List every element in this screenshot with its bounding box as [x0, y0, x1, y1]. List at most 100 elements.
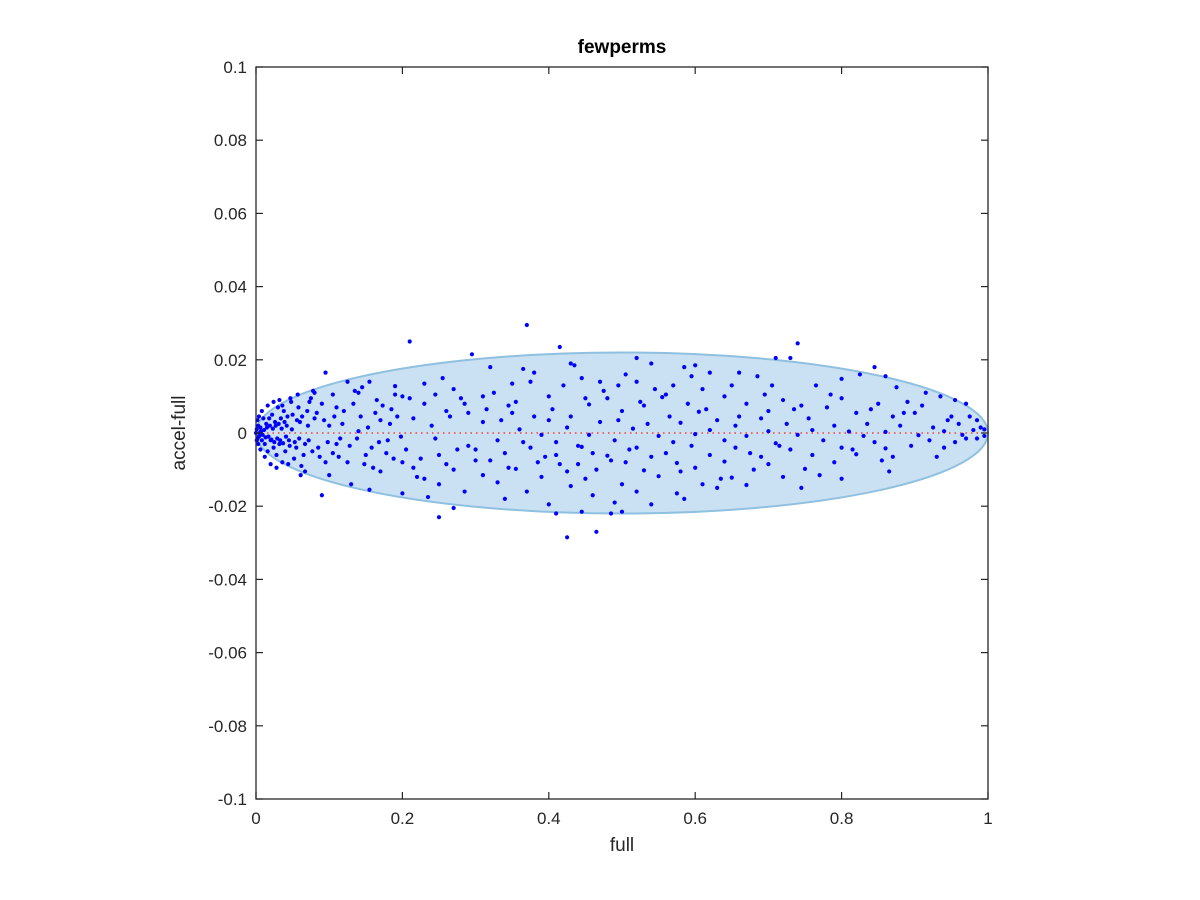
data-point	[334, 441, 339, 447]
data-point	[898, 423, 903, 428]
data-point	[367, 487, 372, 492]
data-point	[561, 383, 566, 388]
data-point	[941, 445, 947, 450]
data-point	[890, 414, 895, 419]
data-point	[269, 437, 274, 442]
data-point	[693, 431, 698, 437]
data-point	[854, 452, 859, 457]
data-point	[373, 410, 378, 415]
data-point	[340, 421, 345, 426]
data-point	[466, 410, 471, 415]
data-point	[641, 468, 647, 473]
data-point	[451, 386, 456, 392]
x-tick-label: 0.4	[537, 809, 561, 828]
data-point	[788, 447, 793, 452]
data-point	[762, 392, 767, 397]
x-tick-label: 1	[983, 809, 992, 828]
data-point	[532, 414, 537, 419]
data-point	[649, 454, 654, 459]
data-point	[956, 421, 961, 426]
data-point	[398, 434, 404, 439]
data-point	[275, 405, 281, 410]
data-point	[521, 366, 526, 372]
data-point	[528, 445, 533, 450]
data-point	[349, 482, 354, 487]
data-point	[480, 472, 486, 478]
data-point	[292, 440, 297, 445]
data-point	[978, 425, 983, 430]
data-point	[594, 467, 599, 472]
data-point	[321, 418, 327, 423]
data-point	[722, 394, 727, 399]
data-point	[308, 396, 313, 401]
data-point	[715, 418, 720, 423]
data-point	[429, 423, 434, 428]
data-point	[351, 401, 356, 406]
data-point	[722, 459, 727, 464]
data-point	[846, 429, 852, 434]
data-point	[334, 405, 339, 410]
data-point	[722, 438, 727, 443]
data-point	[799, 485, 804, 490]
data-point	[766, 462, 771, 467]
data-point	[605, 453, 610, 458]
data-point	[546, 418, 551, 423]
data-point	[345, 379, 350, 384]
data-point	[744, 482, 749, 488]
data-point	[586, 402, 592, 407]
data-point	[285, 414, 290, 419]
y-tick-label: -0.06	[208, 644, 247, 663]
data-point	[376, 440, 382, 445]
data-point	[963, 401, 969, 406]
data-point	[414, 474, 420, 480]
data-point	[469, 352, 475, 357]
data-point	[554, 452, 559, 458]
data-point	[488, 365, 493, 370]
data-point	[278, 416, 283, 421]
x-axis-ticks: 0 0.2 0.4 0.6 0.8 1	[251, 67, 993, 828]
data-point	[319, 401, 324, 406]
data-point	[392, 392, 398, 397]
data-point	[400, 460, 405, 465]
data-point	[532, 370, 537, 375]
data-point	[737, 370, 742, 375]
data-point	[378, 418, 383, 423]
data-point	[436, 482, 442, 487]
data-point	[316, 445, 321, 450]
data-point	[568, 414, 573, 419]
data-point	[575, 462, 581, 467]
data-point	[264, 421, 269, 426]
data-point	[780, 397, 786, 403]
data-point	[575, 443, 581, 448]
data-point	[528, 379, 533, 384]
data-point	[971, 427, 976, 433]
data-point	[616, 418, 621, 423]
data-point	[857, 372, 863, 377]
data-point	[689, 374, 694, 379]
data-point	[839, 376, 844, 381]
data-point	[619, 408, 625, 414]
data-point	[305, 408, 310, 414]
data-point	[839, 476, 844, 481]
data-point	[277, 397, 282, 403]
data-point	[389, 407, 394, 412]
data-point	[630, 426, 636, 431]
data-point	[277, 441, 282, 447]
data-point	[352, 388, 357, 394]
data-point	[297, 436, 302, 441]
data-point	[758, 454, 764, 459]
data-point	[513, 466, 518, 471]
data-point	[821, 438, 826, 443]
data-point	[332, 414, 337, 419]
data-point	[693, 363, 698, 368]
data-point	[495, 438, 500, 443]
data-point	[521, 440, 526, 445]
data-point	[700, 386, 705, 392]
chart-title: fewperms	[578, 37, 667, 58]
data-point	[744, 401, 749, 406]
data-point	[300, 414, 305, 419]
data-point	[788, 355, 793, 361]
data-point	[282, 419, 287, 425]
data-point	[280, 460, 285, 465]
data-point	[652, 386, 658, 392]
